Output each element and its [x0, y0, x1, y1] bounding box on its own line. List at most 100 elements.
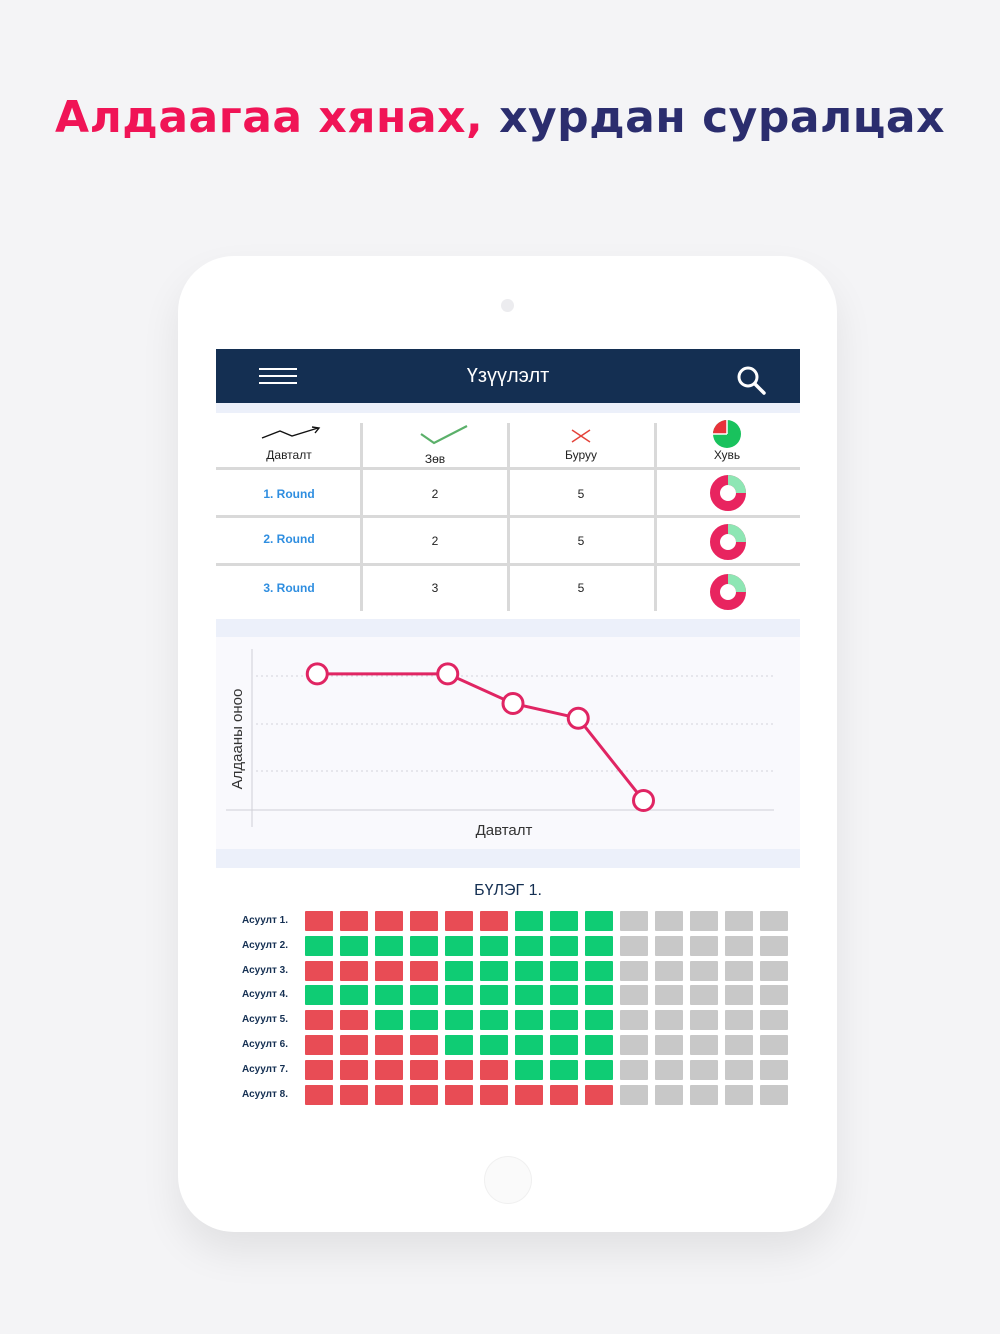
attempt-cell [725, 985, 753, 1006]
attempt-cell [410, 1035, 438, 1055]
attempt-cell [515, 1035, 543, 1055]
checkmark-icon [420, 425, 468, 445]
attempt-cell [305, 1010, 333, 1031]
stats-table: Давталт Зөв Буруу Хувь 1. Round 2 5 2. R… [216, 413, 800, 611]
attempt-cell [760, 1035, 788, 1055]
attempt-cell [410, 1059, 438, 1080]
home-button[interactable] [484, 1156, 532, 1204]
attempt-cell [305, 1059, 333, 1080]
attempt-cell [585, 911, 613, 931]
divider [216, 563, 800, 566]
attempt-cell [305, 960, 333, 981]
attempt-cell [305, 985, 333, 1006]
attempt-cell [340, 1010, 368, 1031]
wrong-count: 5 [577, 487, 585, 501]
attempt-cell [480, 960, 508, 981]
attempt-cell [760, 935, 788, 956]
round-link[interactable]: 2. Round [263, 532, 315, 546]
page-title: Үзүүлэлт [466, 365, 550, 387]
attempt-cell [690, 1084, 718, 1105]
attempt-cell [690, 911, 718, 931]
attempt-cell [445, 1010, 473, 1031]
attempt-cell [410, 985, 438, 1006]
question-label: Асуулт 8. [242, 1088, 289, 1100]
attempt-cell [515, 935, 543, 956]
attempt-cell [305, 1035, 333, 1055]
app-bar: Үзүүлэлт [216, 349, 800, 403]
attempt-cell [725, 960, 753, 981]
cross-icon [571, 429, 591, 443]
attempt-cell [515, 1084, 543, 1105]
attempt-cell [760, 960, 788, 981]
attempt-cell [550, 985, 578, 1006]
attempt-cell [410, 911, 438, 931]
attempt-cell [305, 935, 333, 956]
attempt-cell [690, 985, 718, 1006]
attempt-cell [620, 1059, 648, 1080]
attempt-cell [760, 1010, 788, 1031]
wrong-count: 5 [577, 581, 585, 595]
y-axis-label: Алдааны оноо [229, 689, 246, 790]
attempt-cell [655, 1035, 683, 1055]
attempt-cell [760, 1084, 788, 1105]
attempt-cell [515, 985, 543, 1006]
attempt-cell [620, 1084, 648, 1105]
attempt-cell [375, 960, 403, 981]
section-grid: БҮЛЭГ 1. Асуулт 1. Асуулт 2. Асуулт 3. Асуу… [216, 868, 800, 1129]
attempt-cell [725, 1010, 753, 1031]
round-link[interactable]: 1. Round [263, 487, 315, 501]
attempt-cell [550, 1059, 578, 1080]
attempt-cell [375, 1010, 403, 1031]
question-label: Асуулт 2. [242, 939, 289, 951]
data-point [436, 662, 460, 686]
hamburger-menu-icon[interactable] [259, 368, 297, 384]
attempt-cell [655, 960, 683, 981]
attempt-cell [445, 935, 473, 956]
attempt-cell [480, 1084, 508, 1105]
attempt-cell [445, 985, 473, 1006]
attempt-cell [480, 935, 508, 956]
separator-band [216, 403, 800, 413]
x-axis-label: Давталт [476, 822, 533, 839]
round-link[interactable]: 3. Round [263, 581, 315, 595]
section-title: БҮЛЭГ 1. [474, 882, 542, 899]
attempt-cell [515, 911, 543, 931]
attempt-cell [375, 1059, 403, 1080]
divider [216, 515, 800, 518]
app-screen: Үзүүлэлт Давталт Зөв Буруу Хувь [216, 349, 800, 1129]
headline-part-2: хурдан суралцах [499, 92, 945, 143]
attempt-cell [690, 1035, 718, 1055]
pie-icon [713, 420, 741, 448]
donut-chart-icon [710, 574, 746, 610]
attempt-cell [550, 1035, 578, 1055]
attempt-cell [515, 1059, 543, 1080]
attempt-cell [375, 1084, 403, 1105]
attempt-cell [725, 1035, 753, 1055]
attempt-cell [620, 935, 648, 956]
attempt-cell [375, 1035, 403, 1055]
attempt-cell [655, 1010, 683, 1031]
camera-icon [501, 299, 514, 312]
search-icon[interactable] [736, 365, 766, 395]
attempt-cell [585, 985, 613, 1006]
attempt-cell [340, 911, 368, 931]
col-header-correct: Зөв [424, 452, 446, 466]
attempt-cell [305, 1084, 333, 1105]
mistake-chart: Алдааны оноо Давталт [216, 637, 800, 849]
separator-band [216, 619, 800, 637]
attempt-cell [690, 1010, 718, 1031]
attempt-cell [690, 960, 718, 981]
attempt-cell [585, 1010, 613, 1031]
attempt-cell [340, 1084, 368, 1105]
attempt-cell [550, 935, 578, 956]
question-label: Асуулт 1. [242, 915, 289, 926]
attempt-cell [585, 1035, 613, 1055]
attempt-cell [410, 960, 438, 981]
attempt-cell [375, 935, 403, 956]
attempt-cell [550, 911, 578, 931]
col-header-wrong: Буруу [564, 448, 597, 462]
attempt-cell [340, 960, 368, 981]
attempt-cell [515, 960, 543, 981]
attempt-cell [725, 1059, 753, 1080]
divider [216, 467, 800, 470]
